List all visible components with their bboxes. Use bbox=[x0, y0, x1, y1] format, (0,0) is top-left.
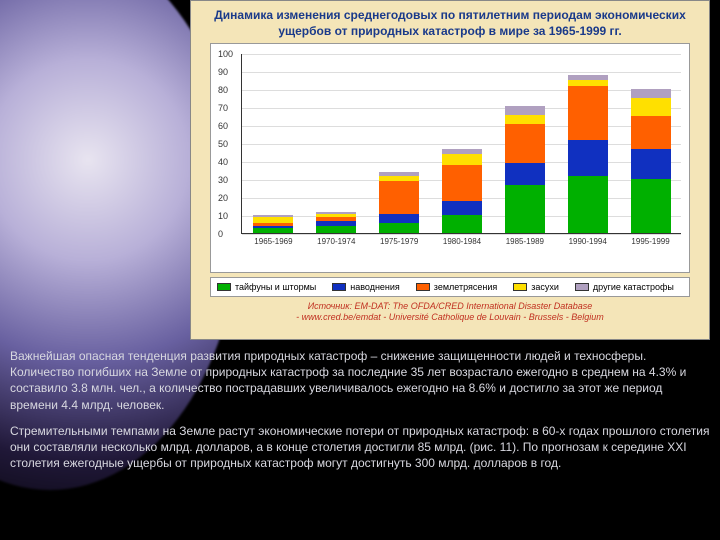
legend-item-droughts: засухи bbox=[513, 282, 559, 292]
text-block: Важнейшая опасная тенденция развития при… bbox=[10, 348, 710, 481]
x-tick: 1965-1969 bbox=[254, 237, 292, 246]
source-line-2: - www.cred.be/emdat - Université Catholi… bbox=[201, 312, 699, 323]
bar-segment-droughts bbox=[631, 98, 671, 116]
y-tick: 10 bbox=[218, 211, 228, 221]
bar-segment-typhoons bbox=[631, 179, 671, 233]
legend-label: засухи bbox=[531, 282, 559, 292]
legend-swatch bbox=[332, 283, 346, 291]
paragraph-1: Важнейшая опасная тенденция развития при… bbox=[10, 348, 710, 413]
legend-swatch bbox=[513, 283, 527, 291]
y-tick: 20 bbox=[218, 193, 228, 203]
bar-segment-droughts bbox=[568, 80, 608, 85]
bar-segment-typhoons bbox=[253, 228, 293, 233]
y-tick: 0 bbox=[218, 229, 223, 239]
bar-segment-other bbox=[442, 149, 482, 154]
bar-segment-floods bbox=[379, 214, 419, 223]
legend-label: землетрясения bbox=[434, 282, 497, 292]
grid-line bbox=[242, 144, 681, 145]
bar-segment-droughts bbox=[442, 154, 482, 165]
bar-segment-floods bbox=[316, 221, 356, 226]
legend-item-typhoons: тайфуны и штормы bbox=[217, 282, 316, 292]
grid-line bbox=[242, 234, 681, 235]
legend-item-floods: наводнения bbox=[332, 282, 400, 292]
bar-segment-droughts bbox=[505, 115, 545, 124]
y-tick: 50 bbox=[218, 139, 228, 149]
bar-segment-droughts bbox=[253, 217, 293, 222]
legend-label: наводнения bbox=[350, 282, 400, 292]
y-tick: 90 bbox=[218, 67, 228, 77]
bar-segment-earthquakes bbox=[442, 165, 482, 201]
plot-wrap: 0 10 20 30 40 50 60 70 80 90 100 1965-1969 1970-1974… bbox=[210, 43, 690, 273]
x-tick: 1985-1989 bbox=[506, 237, 544, 246]
bar-segment-other bbox=[631, 89, 671, 98]
grid-line bbox=[242, 126, 681, 127]
y-tick: 30 bbox=[218, 175, 228, 185]
legend-swatch bbox=[217, 283, 231, 291]
bar-segment-earthquakes bbox=[379, 181, 419, 213]
paragraph-2: Стремительными темпами на Земле растут э… bbox=[10, 423, 710, 472]
grid-line bbox=[242, 72, 681, 73]
bar-segment-typhoons bbox=[316, 226, 356, 233]
y-tick: 80 bbox=[218, 85, 228, 95]
y-tick: 60 bbox=[218, 121, 228, 131]
bar-segment-other bbox=[505, 106, 545, 115]
x-tick: 1970-1974 bbox=[317, 237, 355, 246]
bar-segment-earthquakes bbox=[316, 217, 356, 221]
legend-label: тайфуны и штормы bbox=[235, 282, 316, 292]
grid-line bbox=[242, 108, 681, 109]
x-tick: 1990-1994 bbox=[569, 237, 607, 246]
x-tick: 1980-1984 bbox=[443, 237, 481, 246]
bar-segment-floods bbox=[442, 201, 482, 215]
bar-segment-other bbox=[253, 215, 293, 217]
bar-segment-typhoons bbox=[505, 185, 545, 234]
legend-swatch bbox=[575, 283, 589, 291]
legend: тайфуны и штормы наводнения землетрясения з… bbox=[210, 277, 690, 297]
bar-segment-typhoons bbox=[568, 176, 608, 234]
plot-area: 01020304050607080901001965-19691970-1974… bbox=[241, 54, 681, 234]
bar-segment-earthquakes bbox=[253, 223, 293, 227]
bar-segment-other bbox=[379, 172, 419, 176]
bar-segment-typhoons bbox=[442, 215, 482, 233]
bar-segment-droughts bbox=[379, 176, 419, 181]
x-tick: 1975-1979 bbox=[380, 237, 418, 246]
bar-segment-earthquakes bbox=[505, 124, 545, 164]
grid-line bbox=[242, 54, 681, 55]
legend-label: другие катастрофы bbox=[593, 282, 674, 292]
source-line-1: Источник: EM-DAT: The OFDA/CRED Internat… bbox=[201, 301, 699, 312]
bar-segment-droughts bbox=[316, 214, 356, 218]
legend-item-earthquakes: землетрясения bbox=[416, 282, 497, 292]
bar-segment-earthquakes bbox=[568, 86, 608, 140]
legend-item-other: другие катастрофы bbox=[575, 282, 674, 292]
grid-line bbox=[242, 90, 681, 91]
bar-segment-typhoons bbox=[379, 223, 419, 234]
chart-title: Динамика изменения среднегодовых по пяти… bbox=[201, 7, 699, 39]
chart-panel: Динамика изменения среднегодовых по пяти… bbox=[190, 0, 710, 340]
bar-segment-other bbox=[316, 212, 356, 214]
bar-segment-floods bbox=[253, 226, 293, 228]
y-tick: 100 bbox=[218, 49, 233, 59]
legend-swatch bbox=[416, 283, 430, 291]
y-tick: 70 bbox=[218, 103, 228, 113]
bar-segment-floods bbox=[631, 149, 671, 180]
bar-segment-earthquakes bbox=[631, 116, 671, 148]
bar-segment-other bbox=[568, 75, 608, 80]
chart-source: Источник: EM-DAT: The OFDA/CRED Internat… bbox=[201, 301, 699, 323]
x-tick: 1995-1999 bbox=[631, 237, 669, 246]
y-tick: 40 bbox=[218, 157, 228, 167]
bar-segment-floods bbox=[505, 163, 545, 185]
bar-segment-floods bbox=[568, 140, 608, 176]
